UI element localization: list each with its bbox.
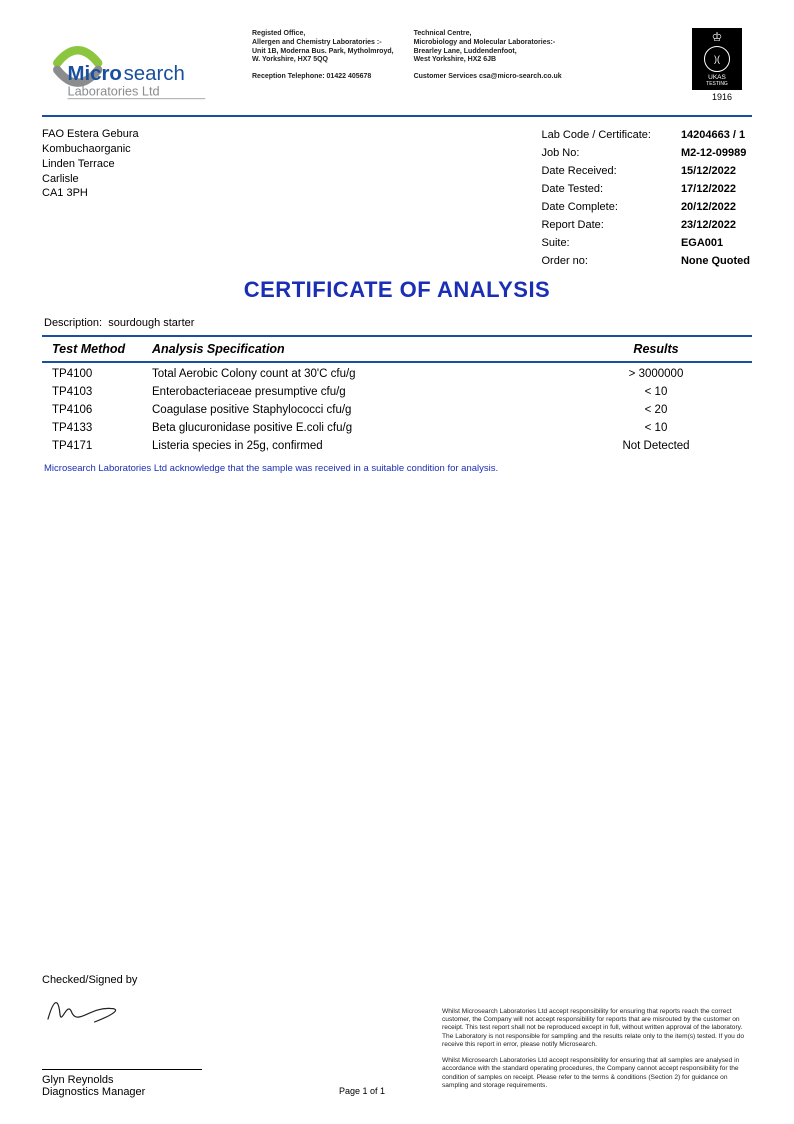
svg-text:Micro: Micro: [68, 63, 122, 85]
table-row: TP4100Total Aerobic Colony count at 30'C…: [42, 365, 752, 383]
meta-label: Date Complete:: [541, 199, 678, 215]
divider: [42, 361, 752, 363]
description-label: Description:: [44, 317, 102, 329]
acknowledgement-text: Microsearch Laboratories Ltd acknowledge…: [42, 455, 752, 474]
results-body: TP4100Total Aerobic Colony count at 30'C…: [42, 365, 752, 455]
office-line: West Yorkshire, HX2 6JB: [414, 56, 562, 65]
meta-value: 14204663 / 1: [681, 127, 750, 143]
cell-result: Not Detected: [566, 440, 746, 452]
recipient-line: Linden Terrace: [42, 157, 139, 172]
description-value: sourdough starter: [108, 317, 194, 329]
recipient-address: FAO Estera Gebura Kombuchaorganic Linden…: [42, 125, 139, 271]
meta-label: Date Received:: [541, 163, 678, 179]
signature-label: Checked/Signed by: [42, 974, 282, 988]
company-logo: Micro search Laboratories Ltd: [42, 28, 252, 107]
disclaimer-block: Whilst Microsearch Laboratories Ltd acce…: [442, 1008, 752, 1098]
meta-value: 23/12/2022: [681, 217, 750, 233]
cell-result: < 10: [566, 386, 746, 398]
meta-label: Job No:: [541, 145, 678, 161]
cell-result: > 3000000: [566, 368, 746, 380]
recipient-line: CA1 3PH: [42, 186, 139, 201]
results-header-row: Test Method Analysis Specification Resul…: [42, 339, 752, 359]
page-number: Page 1 of 1: [307, 1086, 417, 1098]
meta-label: Suite:: [541, 235, 678, 251]
table-row: TP4106Coagulase positive Staphylococci c…: [42, 401, 752, 419]
table-row: TP4103Enterobacteriaceae presumptive cfu…: [42, 383, 752, 401]
cell-result: < 10: [566, 422, 746, 434]
technical-centre: Technical Centre, Microbiology and Molec…: [414, 30, 562, 82]
svg-text:search: search: [124, 63, 185, 85]
office-line: Unit 1B, Moderna Bus. Park, Mytholmroyd,: [252, 48, 394, 57]
cell-spec: Coagulase positive Staphylococci cfu/g: [152, 404, 566, 416]
meta-value: 15/12/2022: [681, 163, 750, 179]
col-header-result: Results: [566, 342, 746, 356]
svg-text:Laboratories Ltd: Laboratories Ltd: [68, 83, 160, 98]
meta-label: Lab Code / Certificate:: [541, 127, 678, 143]
recipient-line: Kombuchaorganic: [42, 142, 139, 157]
meta-value: EGA001: [681, 235, 750, 251]
crown-icon: ♔: [712, 31, 723, 43]
description-line: Description: sourdough starter: [42, 313, 752, 333]
disclaimer-para: Whilst Microsearch Laboratories Ltd acce…: [442, 1057, 752, 1090]
cell-spec: Enterobacteriaceae presumptive cfu/g: [152, 386, 566, 398]
disclaimer-para: Whilst Microsearch Laboratories Ltd acce…: [442, 1008, 752, 1049]
col-header-method: Test Method: [52, 342, 152, 356]
divider: [42, 335, 752, 337]
cell-spec: Listeria species in 25g, confirmed: [152, 440, 566, 452]
col-header-spec: Analysis Specification: [152, 342, 566, 356]
cell-method: TP4171: [52, 440, 152, 452]
cell-method: TP4106: [52, 404, 152, 416]
microsearch-logo-icon: Micro search Laboratories Ltd: [42, 34, 212, 104]
ukas-mark-icon: ♔ )( UKAS TESTING: [692, 28, 742, 90]
meta-label: Order no:: [541, 253, 678, 269]
ukas-label: UKAS: [706, 74, 728, 81]
ukas-number: 1916: [692, 92, 752, 102]
cell-spec: Total Aerobic Colony count at 30'C cfu/g: [152, 368, 566, 380]
certificate-title: CERTIFICATE OF ANALYSIS: [42, 277, 752, 303]
office-heading: Technical Centre,: [414, 30, 562, 39]
ukas-symbol-icon: )(: [704, 46, 730, 72]
ukas-label: TESTING: [706, 81, 728, 87]
cell-method: TP4100: [52, 368, 152, 380]
cell-spec: Beta glucuronidase positive E.coli cfu/g: [152, 422, 566, 434]
office-heading: Registed Office,: [252, 30, 394, 39]
office-line: Brearley Lane, Luddendenfoot,: [414, 48, 562, 57]
divider: [42, 115, 752, 117]
signature-icon: [42, 992, 132, 1028]
customer-services: Customer Services csa@micro-search.co.uk: [414, 73, 562, 82]
office-phone: Reception Telephone: 01422 405678: [252, 73, 394, 82]
cell-method: TP4103: [52, 386, 152, 398]
meta-label: Date Tested:: [541, 181, 678, 197]
cell-result: < 20: [566, 404, 746, 416]
certificate-metadata: Lab Code / Certificate:14204663 / 1 Job …: [539, 125, 752, 271]
signature-block: Checked/Signed by Glyn Reynolds Diagnost…: [42, 974, 282, 1098]
recipient-line: Carlisle: [42, 172, 139, 187]
meta-value: M2-12-09989: [681, 145, 750, 161]
footer: Checked/Signed by Glyn Reynolds Diagnost…: [42, 974, 752, 1098]
table-row: TP4171Listeria species in 25g, confirmed…: [42, 437, 752, 455]
ukas-accreditation: ♔ )( UKAS TESTING 1916: [692, 28, 752, 102]
meta-value: 20/12/2022: [681, 199, 750, 215]
table-row: TP4133Beta glucuronidase positive E.coli…: [42, 419, 752, 437]
recipient-line: FAO Estera Gebura: [42, 127, 139, 142]
registered-office: Registed Office, Allergen and Chemistry …: [252, 30, 394, 82]
office-addresses: Registed Office, Allergen and Chemistry …: [252, 28, 692, 82]
cell-method: TP4133: [52, 422, 152, 434]
recipient-meta-row: FAO Estera Gebura Kombuchaorganic Linden…: [42, 123, 752, 271]
office-line: Allergen and Chemistry Laboratories :-: [252, 39, 394, 48]
office-line: Microbiology and Molecular Laboratories:…: [414, 39, 562, 48]
meta-label: Report Date:: [541, 217, 678, 233]
header: Micro search Laboratories Ltd Registed O…: [42, 28, 752, 113]
signatory-name: Glyn Reynolds: [42, 1070, 282, 1086]
meta-value: None Quoted: [681, 253, 750, 269]
meta-value: 17/12/2022: [681, 181, 750, 197]
office-line: W. Yorkshire, HX7 5QQ: [252, 56, 394, 65]
signatory-role: Diagnostics Manager: [42, 1086, 282, 1098]
